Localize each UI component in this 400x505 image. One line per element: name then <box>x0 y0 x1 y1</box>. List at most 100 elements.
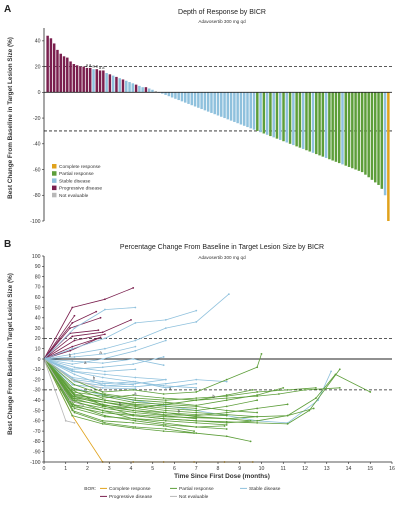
series-8-point-1 <box>71 345 74 348</box>
series-40-point-8 <box>286 414 289 417</box>
bar-75 <box>292 92 295 146</box>
bar-15 <box>95 69 99 93</box>
series-46-point-9 <box>308 409 311 412</box>
series-48-point-2 <box>82 404 85 407</box>
panel-b-x-axis-label: Time Since First Dose (months) <box>174 473 270 480</box>
panel-b-x-tick-label-0: 0 <box>43 466 46 472</box>
bar-86 <box>328 92 331 160</box>
series-5-point-2 <box>97 329 100 332</box>
panel-a-legend-label-4: Not evaluable <box>59 193 89 199</box>
panel-b-y-tick-label-11: 10 <box>35 347 41 353</box>
series-32-point-3 <box>132 421 135 424</box>
panel-a-annotation-2: a <box>92 64 95 69</box>
series-37-point-3 <box>134 397 137 400</box>
series-19-point-2 <box>101 386 104 389</box>
panel-a-legend-swatch-3 <box>52 185 57 191</box>
series-33-point-1 <box>73 383 76 386</box>
series-45-point-5 <box>195 399 198 402</box>
series-46-point-6 <box>225 420 228 423</box>
panel-a-legend-label-2: Stable disease <box>59 178 91 184</box>
bar-21 <box>115 76 118 93</box>
series-49-point-2 <box>99 386 102 389</box>
series-43-point-4 <box>164 428 167 430</box>
panel-b-y-tick-label-6: -40 <box>33 398 41 404</box>
bar-48 <box>203 92 207 111</box>
bar-66 <box>262 92 266 134</box>
series-13-point-3 <box>134 349 137 352</box>
panel-b: B Percentage Change From Baseline in Tar… <box>4 239 395 500</box>
bar-84 <box>321 92 325 157</box>
bar-27 <box>134 84 138 93</box>
series-37-point-5 <box>195 397 198 400</box>
bar-43 <box>187 92 190 104</box>
series-3-point-1 <box>69 327 71 329</box>
series-2-point-2 <box>95 310 98 313</box>
bar-31 <box>147 88 151 93</box>
series-48-point-1 <box>69 399 71 402</box>
bar-9 <box>75 65 79 93</box>
panel-b-y-tick-label-7: -30 <box>33 388 41 394</box>
series-24-point-1 <box>73 380 76 383</box>
series-39-point-4 <box>164 419 167 422</box>
series-45-point-9 <box>304 389 306 391</box>
bar-11 <box>82 66 85 93</box>
panel-b-series-lines <box>43 287 372 463</box>
series-40-point-6 <box>225 417 228 420</box>
bar-16 <box>98 70 102 93</box>
series-line-34 <box>43 358 253 401</box>
series-31-point-5 <box>195 426 198 428</box>
series-25-point-3 <box>132 380 135 383</box>
bar-33 <box>154 91 157 93</box>
bar-91 <box>344 92 348 166</box>
series-1-point-1 <box>71 306 74 309</box>
bar-63 <box>252 92 256 130</box>
series-20-point-1 <box>73 373 76 376</box>
bar-23 <box>121 79 125 93</box>
series-line-30 <box>43 358 258 413</box>
series-37-point-7 <box>256 391 259 393</box>
series-12-point-4 <box>164 327 167 329</box>
panel-b-y-tick-label-0: -100 <box>30 460 40 466</box>
series-25-point-5 <box>195 386 198 389</box>
panel-b-x-tick-label-16: 16 <box>389 466 395 472</box>
bar-29 <box>141 87 144 93</box>
panel-a-annotation-4: a <box>99 65 102 70</box>
series-36-point-6 <box>225 411 228 414</box>
bar-2 <box>52 43 56 93</box>
series-42-point-4 <box>162 411 165 414</box>
series-line-41 <box>43 358 197 409</box>
series-40-point-4 <box>162 415 165 418</box>
panel-b-x-tick-label-15: 15 <box>367 466 373 472</box>
series-33-point-5 <box>195 404 198 407</box>
bar-51 <box>213 92 216 115</box>
series-38-point-8 <box>260 352 263 355</box>
panel-a-y-tick-label-0: -100 <box>30 219 40 225</box>
bar-36 <box>164 92 167 95</box>
bar-61 <box>246 92 249 128</box>
bar-25 <box>128 82 131 93</box>
panel-b-title: Percentage Change From Baseline in Targe… <box>120 244 324 251</box>
panel-a-legend-label-3: Progressive disease <box>59 186 103 192</box>
bar-1 <box>49 38 53 93</box>
series-22-point-3 <box>134 368 137 371</box>
bar-56 <box>229 92 233 121</box>
series-42-point-2 <box>101 405 104 408</box>
series-44-point-3 <box>132 427 135 429</box>
panel-b-annotation-6: b <box>119 401 122 406</box>
panel-b-legend-label-4: Not evaluable <box>179 494 209 500</box>
panel-b-annotation-5: b <box>93 376 96 381</box>
bar-58 <box>236 92 239 124</box>
series-32-point-2 <box>101 419 104 422</box>
bar-57 <box>233 92 236 122</box>
series-18-point-5 <box>195 382 198 385</box>
series-20-point-3 <box>134 385 137 388</box>
series-43-point-6 <box>225 435 228 438</box>
series-37-point-1 <box>73 389 76 391</box>
series-15-point-2 <box>101 366 104 369</box>
panel-b-legend-title: BOR: <box>84 486 96 492</box>
bar-28 <box>138 85 141 93</box>
series-41-point-3 <box>134 403 137 406</box>
bar-72 <box>282 92 285 142</box>
bar-103 <box>383 92 387 196</box>
